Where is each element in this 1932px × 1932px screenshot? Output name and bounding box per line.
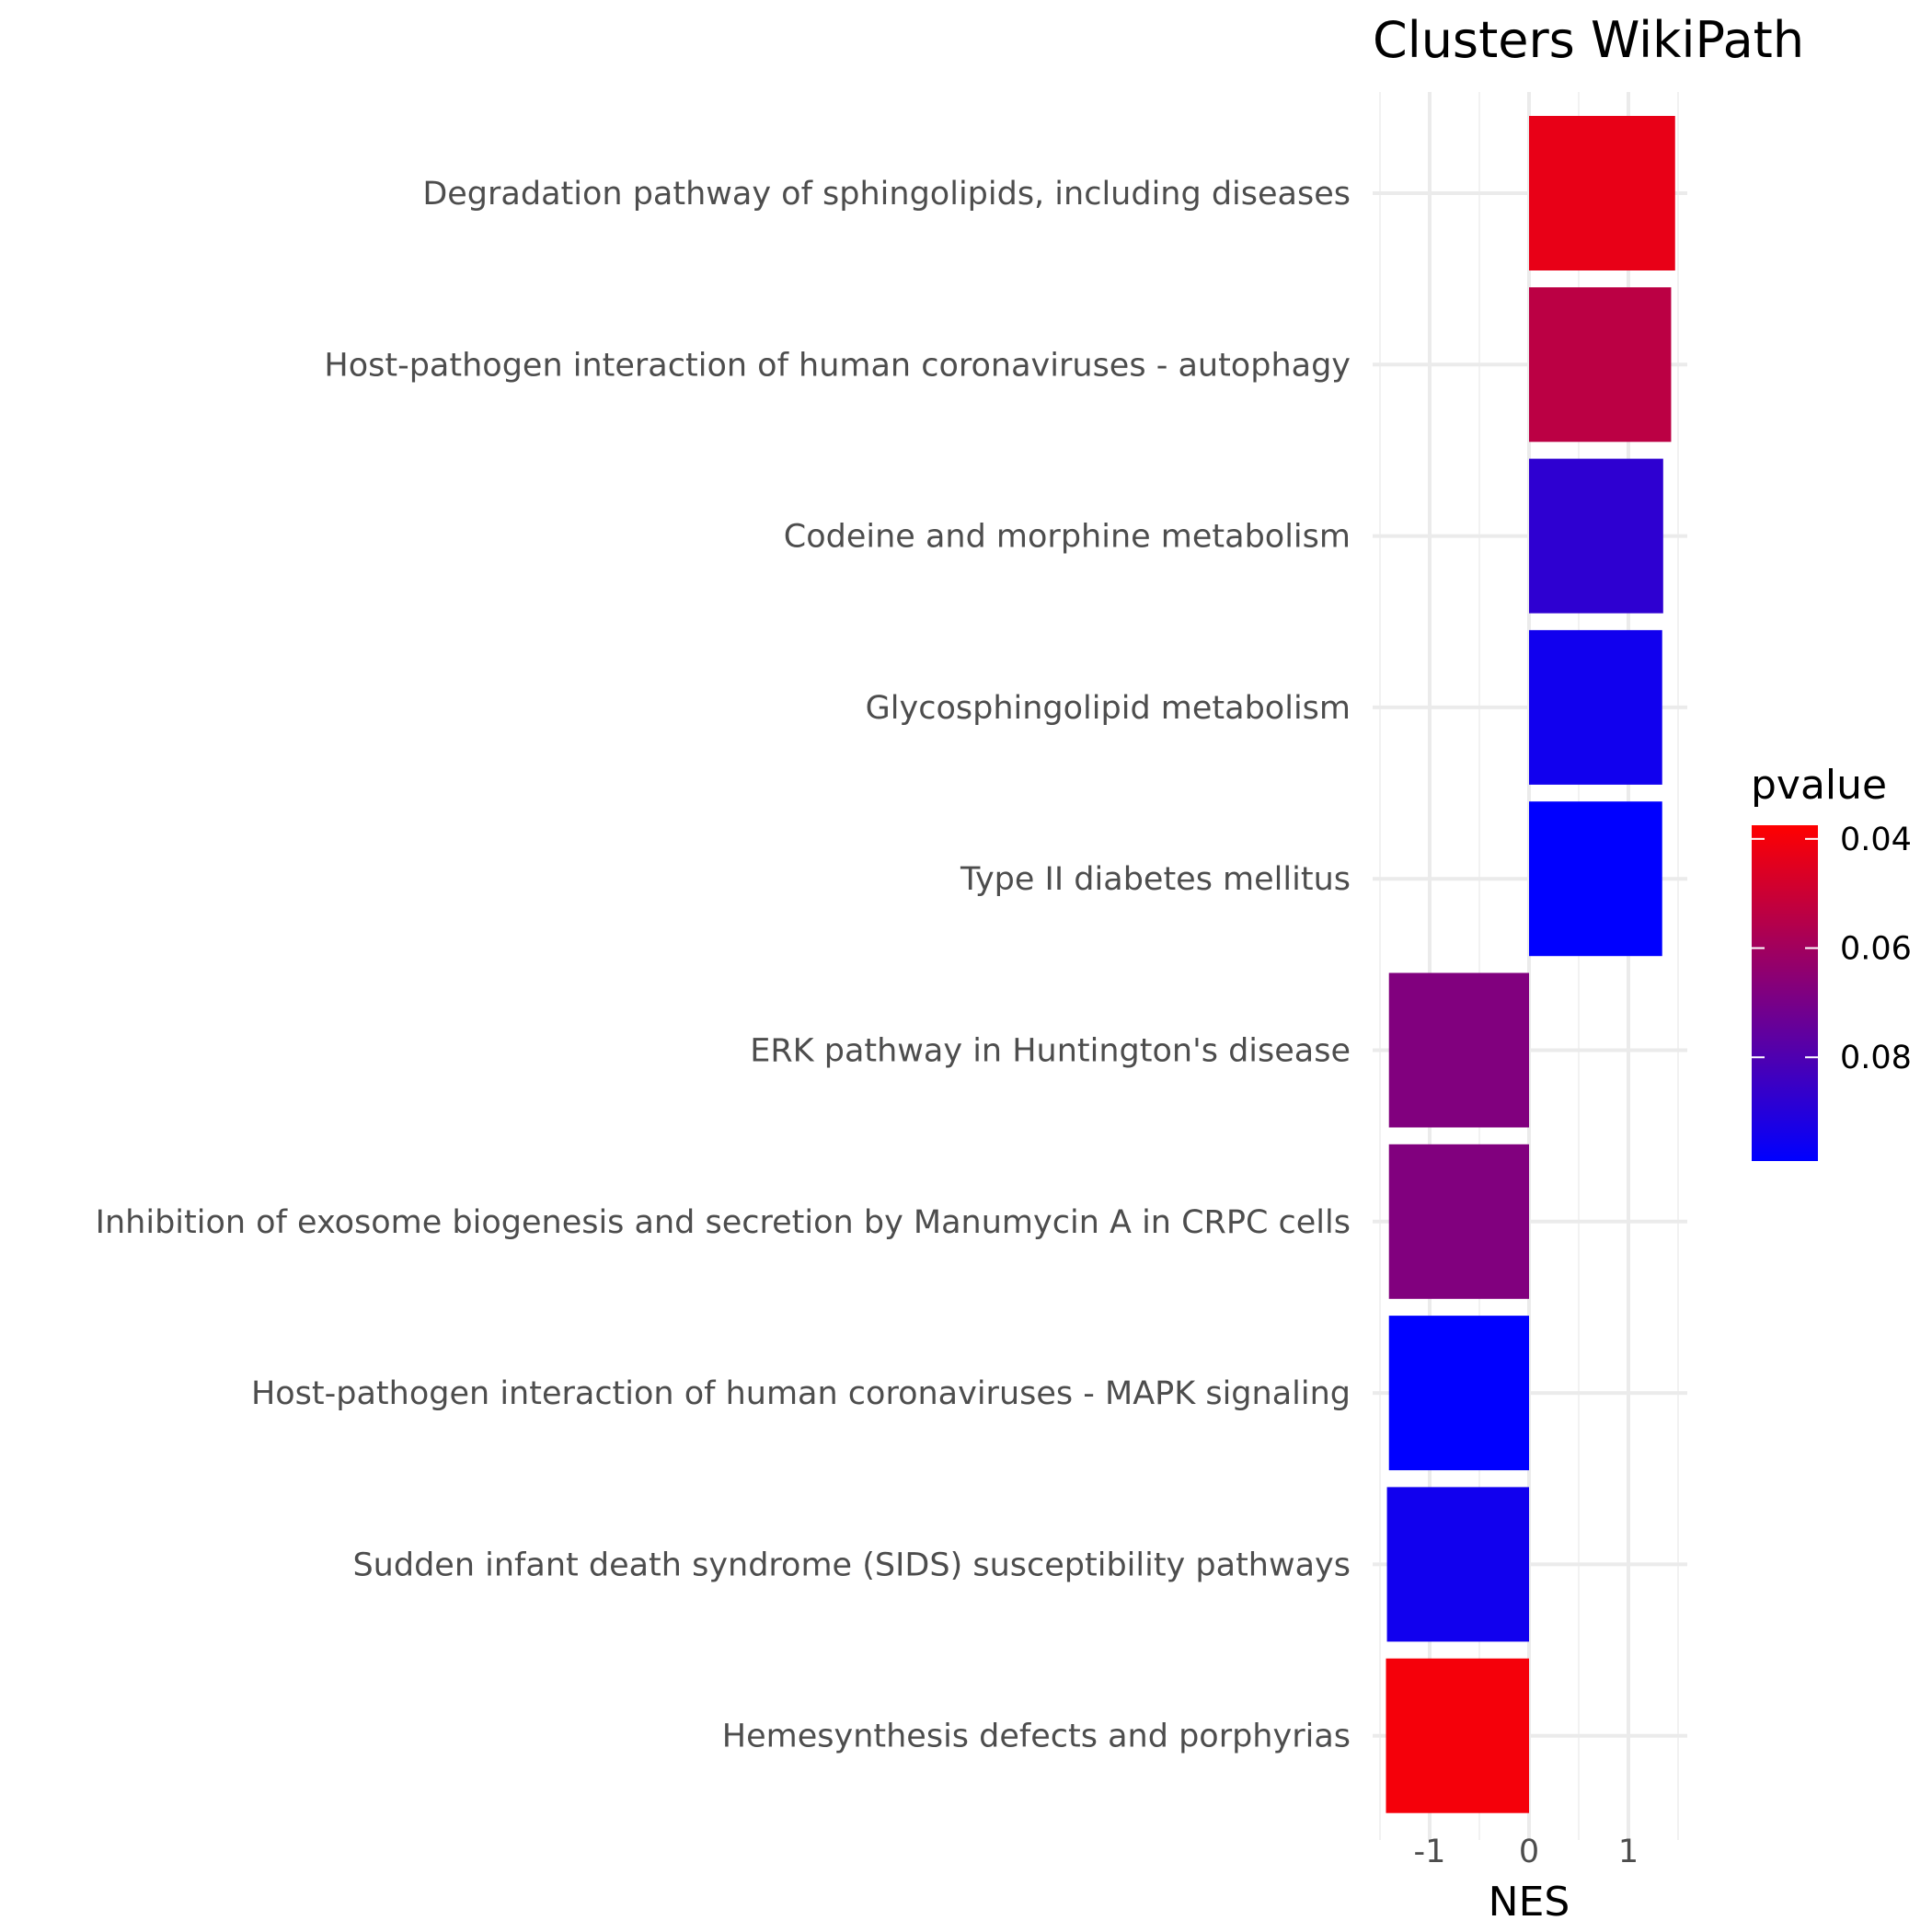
- category-label: Hemesynthesis defects and porphyrias: [722, 1719, 1351, 1755]
- bar: [1386, 1658, 1529, 1813]
- x-tick-label: -1: [1414, 1834, 1446, 1870]
- bar: [1388, 1316, 1529, 1471]
- category-label: Sudden infant death syndrome (SIDS) susc…: [352, 1547, 1351, 1583]
- legend: pvalue 0.04 0.06 0.08: [1751, 762, 1912, 1161]
- category-label: Host-pathogen interaction of human coron…: [324, 347, 1351, 384]
- legend-tick-label: 0.06: [1840, 931, 1912, 968]
- legend-tick-label: 0.04: [1840, 822, 1912, 858]
- bar: [1529, 287, 1672, 443]
- bar: [1529, 116, 1675, 270]
- category-label: Host-pathogen interaction of human coron…: [251, 1375, 1351, 1412]
- category-label: ERK pathway in Huntington's disease: [750, 1033, 1351, 1070]
- category-label: Codeine and morphine metabolism: [784, 519, 1351, 556]
- legend-colorbar: [1752, 825, 1818, 1161]
- legend-tick-label: 0.08: [1840, 1040, 1912, 1076]
- x-axis-ticks: -1 0 1: [1414, 1834, 1639, 1870]
- category-label: Type II diabetes mellitus: [960, 861, 1351, 898]
- bar: [1529, 801, 1662, 957]
- bars: [1386, 116, 1675, 1813]
- category-label: Glycosphingolipid metabolism: [866, 690, 1351, 727]
- x-tick-label: 0: [1519, 1834, 1539, 1870]
- chart-title: Clusters WikiPath: [1373, 11, 1804, 69]
- category-label: Inhibition of exosome biogenesis and sec…: [96, 1204, 1351, 1241]
- bar: [1386, 1487, 1529, 1642]
- category-label: Degradation pathway of sphingolipids, in…: [422, 176, 1351, 213]
- bar: [1388, 972, 1529, 1128]
- bar: [1529, 629, 1662, 785]
- bar: [1529, 458, 1663, 614]
- legend-title: pvalue: [1751, 762, 1887, 809]
- bar: [1388, 1144, 1529, 1299]
- legend-ticks: 0.04 0.06 0.08: [1752, 822, 1912, 1076]
- x-axis-title: NES: [1489, 1879, 1570, 1926]
- category-labels: Degradation pathway of sphingolipids, in…: [96, 176, 1351, 1755]
- x-tick-label: 1: [1618, 1834, 1639, 1870]
